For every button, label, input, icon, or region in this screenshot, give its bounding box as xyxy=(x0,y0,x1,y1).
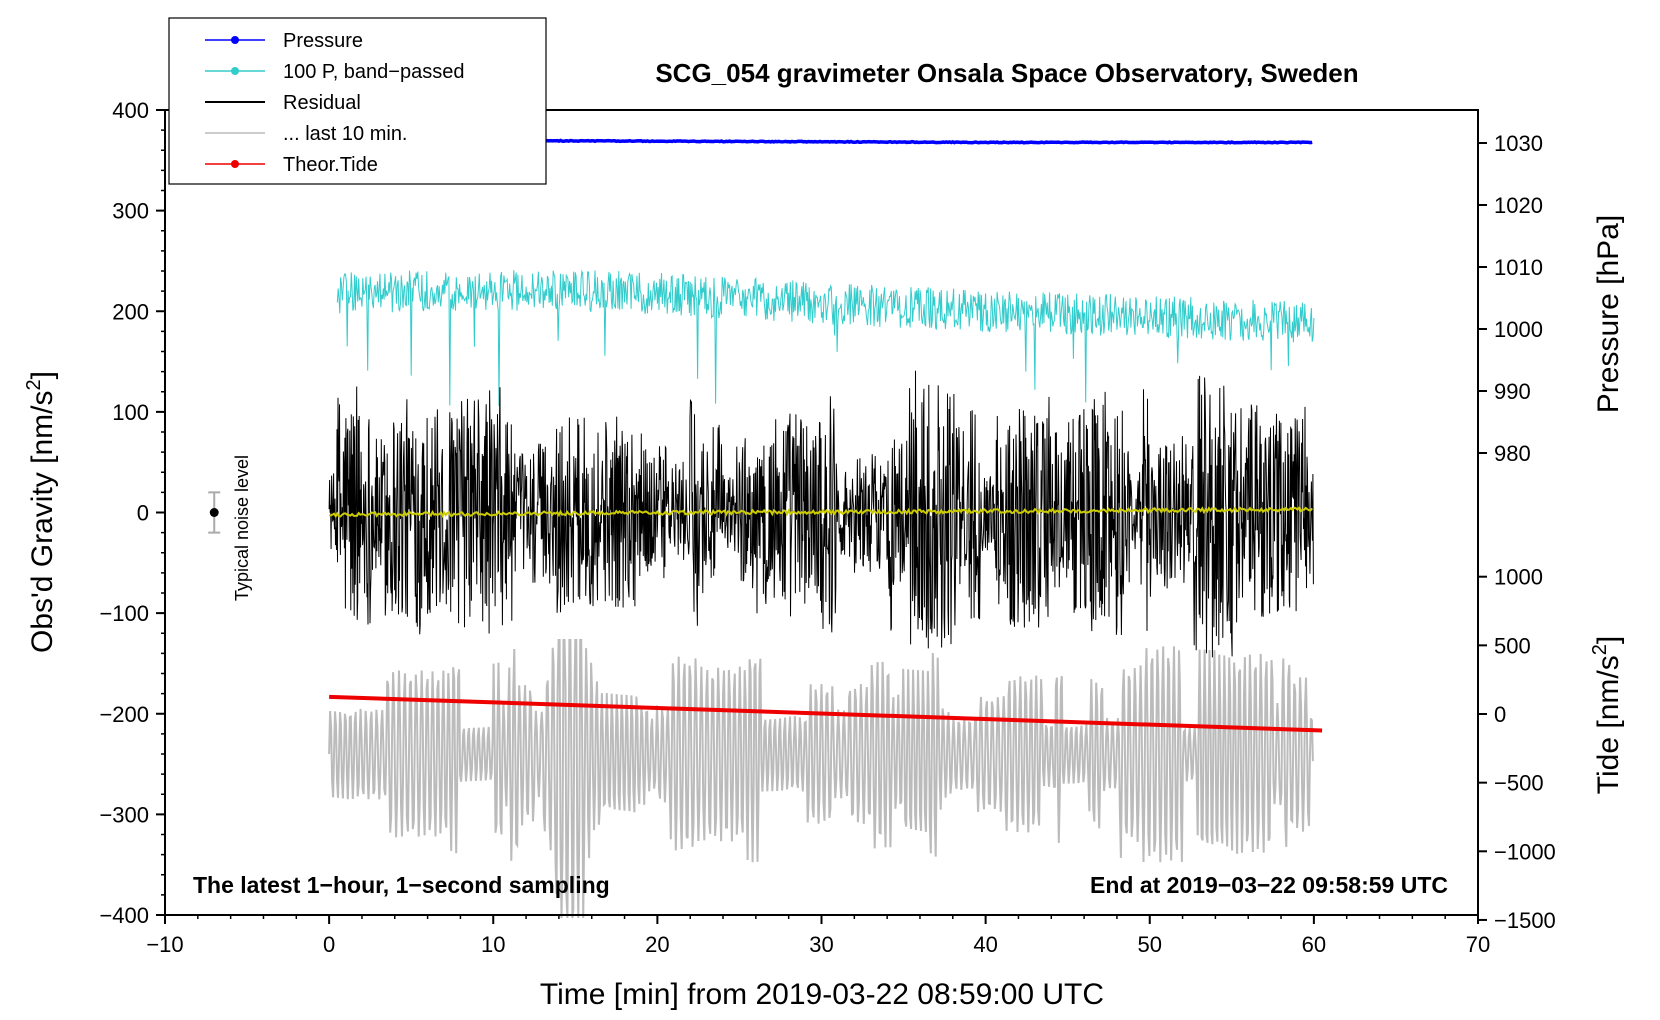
end-time-note: End at 2019−03−22 09:58:59 UTC xyxy=(1090,872,1448,898)
legend-marker xyxy=(231,36,239,44)
legend-items: Pressure 100 P, band−passed Residual ... la… xyxy=(205,30,464,176)
x-tick-label: 40 xyxy=(973,932,997,957)
x-tick-label: −10 xyxy=(146,932,183,957)
series-residual-smoothed xyxy=(329,505,1313,519)
tide-tick-label: −500 xyxy=(1494,771,1544,796)
y-tick-label: −300 xyxy=(99,802,149,827)
legend-label: 100 P, band−passed xyxy=(283,61,464,83)
legend-entry: Theor.Tide xyxy=(205,154,378,176)
legend-marker xyxy=(231,67,239,75)
legend-marker xyxy=(231,160,239,168)
tick-layer: −10 0 10 20 30 40 50 60 704003002001000−100−200−… xyxy=(99,98,1555,957)
x-tick-label: 30 xyxy=(809,932,833,957)
y-axis-label-main: Obs'd Gravity [nm/s xyxy=(26,391,59,653)
legend-entry: Residual xyxy=(205,92,361,114)
legend-label: ... last 10 min. xyxy=(283,123,408,145)
series-layer xyxy=(328,138,1323,919)
x-tick-label: 50 xyxy=(1138,932,1162,957)
y-axis-label-end: ] xyxy=(26,371,59,379)
legend-entry: ... last 10 min. xyxy=(205,123,408,145)
x-tick-label: 10 xyxy=(481,932,505,957)
y-tick-label: −100 xyxy=(99,601,149,626)
y-axis-label: Obs'd Gravity [nm/s2] xyxy=(23,371,59,653)
pressure-tick-label: 1010 xyxy=(1494,255,1543,280)
legend-label: Residual xyxy=(283,92,361,114)
x-axis-label: Time [min] from 2019-03-22 08:59:00 UTC xyxy=(540,978,1104,1011)
legend: Pressure 100 P, band−passed Residual ... la… xyxy=(168,17,547,185)
y-tick-label: 400 xyxy=(112,98,149,123)
chart-title: SCG_054 gravimeter Onsala Space Observat… xyxy=(655,58,1358,88)
tide-axis-label-main: Tide [nm/s xyxy=(1592,655,1625,794)
x-tick-label: 70 xyxy=(1466,932,1490,957)
legend-label: Theor.Tide xyxy=(283,154,378,176)
x-tick-label: 20 xyxy=(645,932,669,957)
y-tick-label: −200 xyxy=(99,702,149,727)
sampling-note: The latest 1−hour, 1−second sampling xyxy=(193,872,610,898)
legend-entry: 100 P, band−passed xyxy=(205,61,464,83)
y-tick-label: 100 xyxy=(112,400,149,425)
series-band-passed-pressure xyxy=(336,269,1315,407)
noise-marker: Typical noise level xyxy=(208,455,252,601)
legend-label: Pressure xyxy=(283,30,363,52)
tide-tick-label: −1000 xyxy=(1494,839,1556,864)
tide-axis-label-end: ] xyxy=(1592,636,1625,644)
tide-axis-label: Tide [nm/s2] xyxy=(1589,636,1625,794)
noise-label: Typical noise level xyxy=(232,455,252,601)
legend-entry: Pressure xyxy=(205,30,363,52)
y-axis-label-sup: 2 xyxy=(23,379,45,390)
tide-tick-label: −1500 xyxy=(1494,908,1556,933)
tide-axis-label-sup: 2 xyxy=(1589,644,1611,655)
tide-tick-label: 0 xyxy=(1494,702,1506,727)
y-tick-label: −400 xyxy=(99,903,149,928)
noise-dot xyxy=(209,508,219,517)
y-tick-label: 300 xyxy=(112,199,149,224)
series-residual xyxy=(328,370,1314,658)
y-tick-label: 0 xyxy=(137,501,149,526)
pressure-tick-label: 980 xyxy=(1494,441,1531,466)
pressure-tick-label: 1030 xyxy=(1494,131,1543,156)
pressure-tick-label: 1000 xyxy=(1494,317,1543,342)
tide-tick-label: 500 xyxy=(1494,633,1531,658)
tide-tick-label: 1000 xyxy=(1494,565,1543,590)
y-tick-label: 200 xyxy=(112,299,149,324)
pressure-tick-label: 990 xyxy=(1494,379,1531,404)
x-tick-label: 60 xyxy=(1302,932,1326,957)
pressure-tick-label: 1020 xyxy=(1494,193,1543,218)
x-tick-label: 0 xyxy=(323,932,335,957)
pressure-axis-label: Pressure [hPa] xyxy=(1592,215,1625,413)
series-theor-tide xyxy=(329,694,1323,733)
